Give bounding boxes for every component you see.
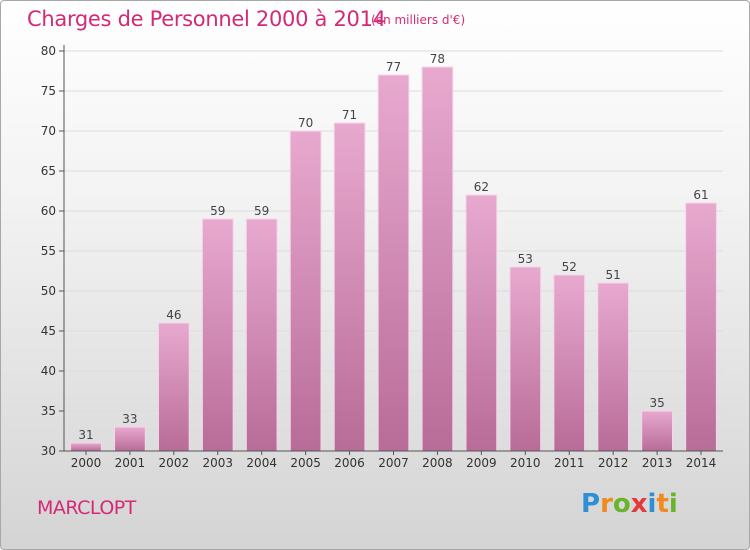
logo-letter: i (668, 489, 678, 519)
y-tick-label: 35 (41, 404, 56, 418)
data-label: 78 (430, 52, 445, 66)
bar-chart: 31 33 46 59 59 70 71 77 78 62 53 52 51 35 61 30 35 40 45 5… (41, 44, 723, 470)
x-tick-label: 2005 (290, 456, 321, 470)
y-tick-label: 55 (41, 244, 56, 258)
logo-letter: i (647, 489, 657, 519)
x-tick-label: 2000 (71, 456, 102, 470)
y-tick-label: 45 (41, 324, 56, 338)
logo-letter: x (630, 489, 648, 519)
commune-name: MARCLOPT (37, 497, 136, 519)
y-tick-label: 70 (41, 124, 56, 138)
bar (157, 322, 190, 452)
data-label: 77 (386, 60, 401, 74)
bar (465, 194, 498, 452)
bar (641, 410, 673, 452)
bar (245, 218, 278, 452)
y-tick-label: 40 (41, 364, 56, 378)
x-tick-label: 2011 (554, 456, 585, 470)
y-tick-label: 50 (41, 284, 56, 298)
logo-letter: P (581, 489, 601, 519)
x-tick-label: 2014 (686, 456, 717, 470)
logo-letter: t (656, 489, 669, 519)
data-label: 71 (342, 108, 357, 122)
bar (597, 282, 630, 452)
y-tick-label: 80 (41, 44, 56, 58)
bars: 31 33 46 59 59 70 71 77 78 62 53 52 51 35 61 (70, 52, 717, 452)
x-tick-label: 2006 (334, 456, 365, 470)
data-label: 51 (606, 268, 621, 282)
data-label: 52 (562, 260, 577, 274)
data-label: 46 (166, 308, 181, 322)
logo-letter: r (600, 489, 613, 519)
y-tick-label: 30 (41, 444, 56, 458)
y-tick-label: 65 (41, 164, 56, 178)
chart-title: Charges de Personnel 2000 à 2014 (27, 7, 386, 31)
x-tick-label: 2008 (422, 456, 453, 470)
y-tick-label: 75 (41, 84, 56, 98)
axes: 30 35 40 45 50 55 60 65 70 75 80 2000 2001 2002 2003 20… (41, 44, 723, 470)
x-tick-label: 2002 (159, 456, 190, 470)
bar (553, 274, 586, 452)
x-tick-label: 2003 (202, 456, 233, 470)
bar (114, 426, 146, 452)
x-tick-label: 2009 (466, 456, 497, 470)
data-label: 53 (518, 252, 533, 266)
x-tick-label: 2013 (642, 456, 673, 470)
data-label: 62 (474, 180, 489, 194)
bar (377, 74, 410, 452)
bar (509, 266, 542, 452)
x-tick-label: 2007 (378, 456, 409, 470)
data-label: 35 (649, 396, 664, 410)
bar (333, 122, 366, 452)
data-label: 59 (254, 204, 269, 218)
x-tick-label: 2012 (598, 456, 629, 470)
bar (70, 442, 102, 452)
data-label: 61 (693, 188, 708, 202)
data-label: 33 (122, 412, 137, 426)
logo-letter: o (612, 489, 631, 519)
proxiti-logo[interactable]: Proxiti (581, 489, 678, 519)
chart-subtitle: (en milliers d'€) (371, 13, 466, 27)
data-label: 59 (210, 204, 225, 218)
x-tick-label: 2004 (246, 456, 277, 470)
x-tick-label: 2010 (510, 456, 541, 470)
y-tick-label: 60 (41, 204, 56, 218)
x-tick-label: 2001 (115, 456, 146, 470)
data-label: 31 (78, 428, 93, 442)
bar (685, 202, 717, 452)
bar (289, 130, 322, 452)
data-label: 70 (298, 116, 313, 130)
bar (201, 218, 234, 452)
bar (421, 66, 454, 452)
